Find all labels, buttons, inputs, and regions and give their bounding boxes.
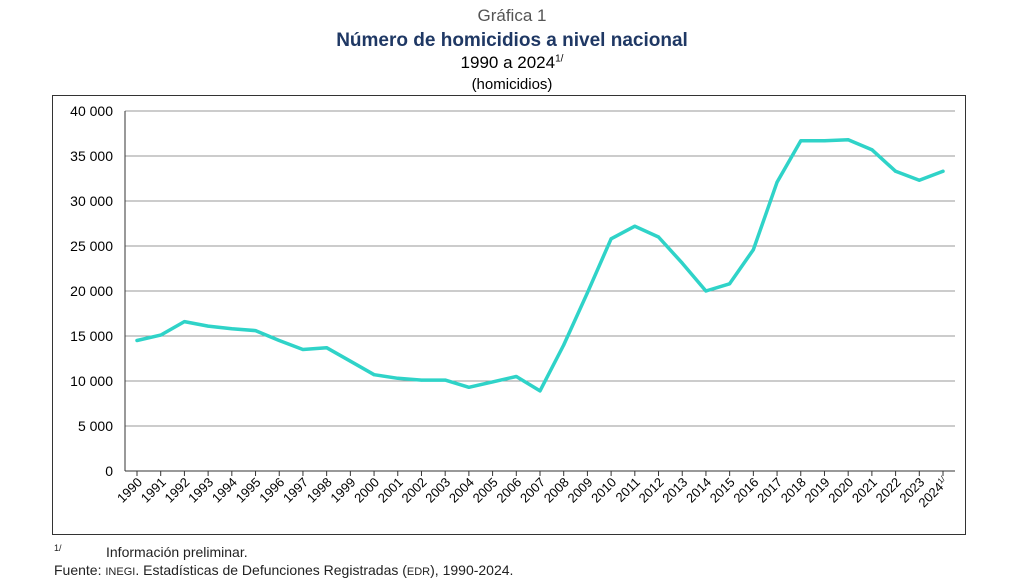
footnote-mark: 1/ xyxy=(54,543,62,553)
x-tick-label: 1995 xyxy=(233,475,264,506)
data-point-1991 xyxy=(159,333,163,337)
source-label: Fuente: xyxy=(54,562,102,578)
x-tick-label: 2007 xyxy=(517,475,548,506)
data-point-2021 xyxy=(870,148,874,152)
data-point-2001 xyxy=(396,376,400,380)
x-tick-label: 1991 xyxy=(138,475,169,506)
x-axis: 1990199119921993199419951996199719981999… xyxy=(114,471,952,510)
x-tick-label: 2013 xyxy=(659,475,690,506)
data-point-2007 xyxy=(538,389,542,393)
source-abbr: EDR xyxy=(406,566,431,578)
data-point-2004 xyxy=(467,385,471,389)
x-tick-label: 2015 xyxy=(707,475,738,506)
data-point-1997 xyxy=(301,348,305,351)
x-tick-label: 1998 xyxy=(304,475,335,506)
x-tick-label: 1996 xyxy=(256,475,287,506)
x-tick-label: 2012 xyxy=(636,475,667,506)
data-point-1998 xyxy=(325,346,329,350)
x-tick-label: 2014 xyxy=(683,475,714,506)
y-axis: 0 5 000 10 000 15 000 20 000 25 000 30 000 35 0… xyxy=(70,103,126,479)
x-tick-label: 2019 xyxy=(802,475,833,506)
x-tick-label: 2021 xyxy=(849,475,880,506)
x-tick-label: 1994 xyxy=(209,475,240,506)
series-line xyxy=(135,138,945,393)
chart-unit: (homicidios) xyxy=(471,76,553,93)
data-point-1999 xyxy=(348,359,352,363)
x-tick-label: 2009 xyxy=(564,475,595,506)
x-tick-label: 1999 xyxy=(327,475,358,506)
y-tick-label: 0 xyxy=(105,463,113,479)
data-point-2018 xyxy=(799,139,803,143)
data-point-1990 xyxy=(135,339,139,342)
data-point-2020 xyxy=(846,138,850,142)
y-tick-label: 30 000 xyxy=(70,193,113,209)
source-note: Fuente: INEGI. Estadísticas de Defuncion… xyxy=(54,562,513,578)
x-tick-label: 1992 xyxy=(161,475,192,506)
data-point-2015 xyxy=(728,282,732,286)
data-point-2002 xyxy=(419,378,423,382)
y-tick-label: 35 000 xyxy=(70,148,113,164)
data-point-1995 xyxy=(254,329,258,333)
x-tick-label: 2022 xyxy=(873,475,904,506)
data-point-2014 xyxy=(704,289,708,293)
subtitle-footnote-mark: 1/ xyxy=(555,53,564,65)
data-point-2016 xyxy=(751,248,755,252)
data-point-2011 xyxy=(633,224,637,228)
y-tick-label: 20 000 xyxy=(70,283,113,299)
chart-subtitle: 1990 a 20241/ xyxy=(0,53,1024,73)
data-point-2019 xyxy=(822,139,826,143)
data-point-2022 xyxy=(894,169,898,173)
x-tick-label: 2010 xyxy=(588,475,619,506)
data-point-1994 xyxy=(230,327,234,331)
data-point-2024 xyxy=(941,169,945,173)
data-point-2017 xyxy=(775,180,779,184)
source-text: . Estadísticas de Defunciones Registrada… xyxy=(135,562,407,578)
data-point-2005 xyxy=(491,380,495,384)
subtitle-text: 1990 a 2024 xyxy=(460,53,556,72)
data-point-2023 xyxy=(917,178,921,182)
data-point-2010 xyxy=(609,237,613,241)
y-tick-label: 15 000 xyxy=(70,328,113,344)
x-tick-label: 1997 xyxy=(280,475,311,506)
data-point-1992 xyxy=(182,320,186,324)
data-point-2008 xyxy=(562,343,566,347)
x-tick-label: 2017 xyxy=(754,475,785,506)
x-tick-label: 1993 xyxy=(185,475,216,506)
data-point-2012 xyxy=(657,235,661,239)
data-point-2003 xyxy=(443,378,447,382)
x-tick-label: 1990 xyxy=(114,475,145,506)
x-tick-label: 2004 xyxy=(446,475,477,506)
y-tick-label: 40 000 xyxy=(70,103,113,119)
x-tick-label: 2005 xyxy=(470,475,501,506)
source-end: ), 1990-2024. xyxy=(430,562,514,578)
x-tick-footnote-mark: 1/ xyxy=(936,474,948,486)
x-tick-label: 2003 xyxy=(422,475,453,506)
y-tick-label: 25 000 xyxy=(70,238,113,254)
x-tick-label: 2001 xyxy=(375,475,406,506)
data-point-1996 xyxy=(277,339,281,342)
chart-frame xyxy=(52,95,966,535)
series-homicidios xyxy=(135,138,945,393)
footnote-text: Información preliminar. xyxy=(106,544,248,560)
x-tick-label: 2011 xyxy=(613,475,643,505)
y-tick-label: 5 000 xyxy=(78,418,113,434)
x-tick-label: 2006 xyxy=(493,475,524,506)
data-point-2009 xyxy=(585,291,589,295)
data-point-2000 xyxy=(372,373,376,377)
x-tick-label: 2018 xyxy=(778,475,809,506)
y-tick-label: 10 000 xyxy=(70,373,113,389)
data-point-2006 xyxy=(514,375,518,378)
grid-lines xyxy=(125,110,955,472)
x-tick-label: 2020 xyxy=(825,475,856,506)
x-tick-label: 2016 xyxy=(730,475,761,506)
x-tick-label: 2002 xyxy=(399,475,430,506)
chart-title: Número de homicidios a nivel nacional xyxy=(336,30,688,51)
data-point-1993 xyxy=(206,324,210,328)
x-tick-label: 2000 xyxy=(351,475,382,506)
x-tick-label: 2008 xyxy=(541,475,572,506)
chart-label: Gráfica 1 xyxy=(477,6,547,25)
data-point-2013 xyxy=(680,261,684,265)
source-org: INEGI xyxy=(105,566,136,578)
